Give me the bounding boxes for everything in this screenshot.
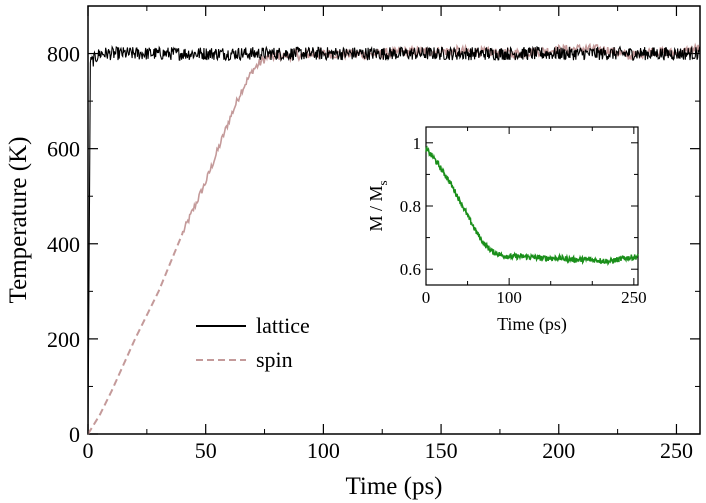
- series-lattice: [87, 44, 701, 435]
- inset-y-tick-label: 0.6: [400, 260, 421, 279]
- inset-y-tick-label: 1: [413, 134, 422, 153]
- main-plot-frame: [87, 5, 701, 435]
- inset-y-axis-title-subscript: s: [375, 180, 390, 185]
- legend-label-lattice: lattice: [256, 313, 310, 338]
- inset-x-tick-label: 100: [496, 288, 522, 307]
- x-tick-label: 50: [195, 438, 217, 463]
- series-spin-ramp: [87, 230, 185, 435]
- inset-x-tick-label: 250: [621, 288, 647, 307]
- inset-y-axis-title-main: M / M: [366, 186, 386, 232]
- inset-series-magnetization: [425, 145, 639, 267]
- y-tick-label: 400: [47, 232, 80, 257]
- inset-ticks: 0 100 250 0.6 0.8 1: [400, 127, 647, 307]
- main-series: [87, 42, 701, 435]
- y-tick-label: 800: [47, 42, 80, 67]
- x-axis-title: Time (ps): [345, 473, 442, 500]
- legend-label-spin: spin: [256, 347, 293, 372]
- inset-x-axis-title: Time (ps): [497, 314, 567, 335]
- inset-x-tick-label: 0: [422, 288, 431, 307]
- x-tick-label: 200: [542, 438, 575, 463]
- x-tick-label: 250: [660, 438, 693, 463]
- y-tick-label: 600: [47, 137, 80, 162]
- inset-y-tick-label: 0.8: [400, 197, 421, 216]
- inset-y-axis-title: M / Ms: [366, 180, 390, 231]
- y-tick-label: 200: [47, 327, 80, 352]
- main-ticks: 0 50 100 150 200 250 0 200 400 600 800: [47, 6, 700, 463]
- inset-series: [425, 145, 639, 267]
- y-tick-label: 0: [69, 422, 80, 447]
- x-tick-label: 100: [307, 438, 340, 463]
- x-tick-label: 0: [83, 438, 94, 463]
- x-tick-label: 150: [425, 438, 458, 463]
- legend: lattice spin: [196, 313, 310, 372]
- y-axis-title: Temperature (K): [5, 137, 32, 304]
